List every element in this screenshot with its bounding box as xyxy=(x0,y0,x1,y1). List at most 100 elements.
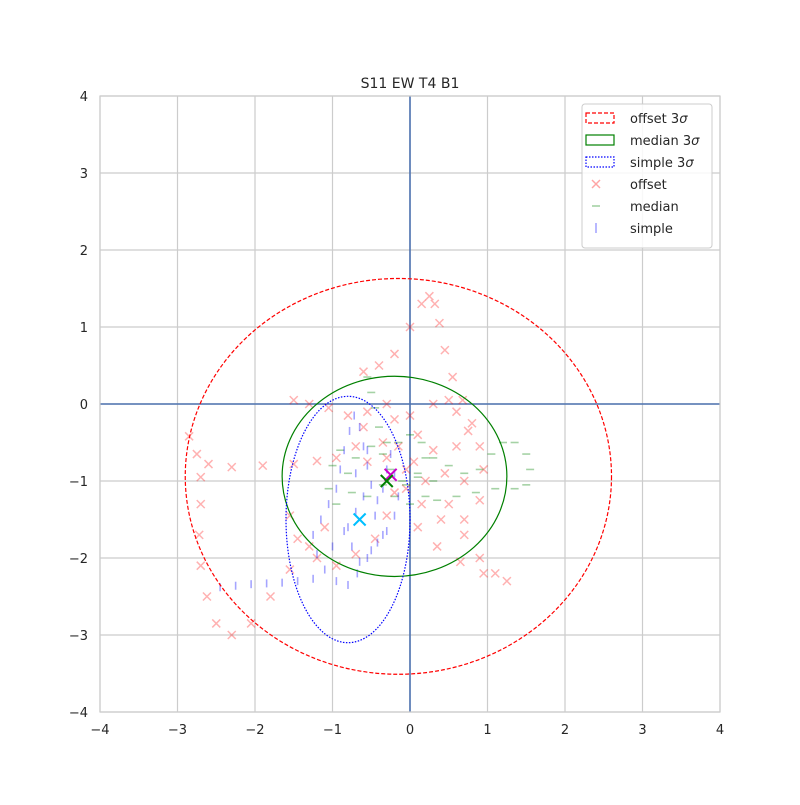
offset-point-stroke xyxy=(479,464,489,474)
offset-point-stroke xyxy=(417,299,427,309)
offset-point-stroke xyxy=(382,453,392,463)
offset-point-stroke xyxy=(432,541,442,551)
offset-point-stroke xyxy=(358,367,369,377)
offset-point-stroke xyxy=(378,437,388,448)
offset-point xyxy=(405,411,415,421)
offset-point xyxy=(358,422,369,432)
y-tick-label: 2 xyxy=(80,244,88,259)
offset-point-stroke xyxy=(479,464,489,474)
x-tick-label: 1 xyxy=(483,723,491,738)
offset-point-stroke xyxy=(444,395,454,405)
offset-point xyxy=(351,441,361,451)
offset-point-stroke xyxy=(458,395,468,405)
x-tick-label: 4 xyxy=(716,723,724,738)
tick-labels: −4 −3 −2 −1 0 1 2 3 4 −4 −3 −2 −1 0 1 2 3 4 xyxy=(69,90,724,738)
ellipse-simple xyxy=(285,395,411,644)
offset-point xyxy=(285,565,295,575)
offset-point-stroke xyxy=(343,411,353,421)
offset-point-stroke xyxy=(444,395,454,405)
offset-point-stroke xyxy=(362,457,372,467)
offset-point-stroke xyxy=(382,453,392,463)
y-tick-label: −4 xyxy=(69,706,88,721)
offset-point-stroke xyxy=(389,488,400,498)
offset-point-stroke xyxy=(463,426,473,436)
offset-point xyxy=(227,462,237,472)
offset-point-stroke xyxy=(401,484,411,494)
offset-point-stroke xyxy=(211,618,221,628)
offset-point-stroke xyxy=(324,403,334,413)
offset-point-stroke xyxy=(420,476,431,486)
offset-point-stroke xyxy=(451,407,462,417)
offset-point-stroke xyxy=(331,453,341,463)
offset-point-stroke xyxy=(440,468,450,478)
y-tick-label: 0 xyxy=(80,398,88,413)
offset-point-stroke xyxy=(490,568,500,578)
offset-point-stroke xyxy=(382,511,392,521)
offset-point-stroke xyxy=(467,418,477,428)
offset-point-stroke xyxy=(459,530,469,540)
offset-point-stroke xyxy=(196,561,206,571)
offset-point-stroke xyxy=(358,422,369,432)
legend-patch xyxy=(585,156,615,168)
offset-point xyxy=(451,407,462,417)
legend-label: simple 3σ xyxy=(630,156,694,171)
offset-point-stroke xyxy=(428,445,438,455)
offset-point-stroke xyxy=(420,476,431,486)
offset-point-stroke xyxy=(382,399,392,409)
y-tick-label: −3 xyxy=(69,629,88,644)
offset-point xyxy=(196,499,206,509)
legend-label: offset xyxy=(630,178,667,193)
offset-point xyxy=(459,514,469,525)
offset-point xyxy=(405,322,415,332)
y-tick-label: 4 xyxy=(80,90,88,105)
offset-point xyxy=(463,426,473,436)
offset-point xyxy=(417,299,427,309)
offset-point-stroke xyxy=(312,553,322,563)
offset-point-stroke xyxy=(196,472,206,482)
offset-point-stroke xyxy=(378,437,388,448)
offset-point-stroke xyxy=(413,430,423,440)
offset-point-stroke xyxy=(475,441,485,451)
offset-point-stroke xyxy=(459,514,469,525)
offset-point-stroke xyxy=(265,591,276,602)
legend-patch xyxy=(585,134,615,146)
offset-point-stroke xyxy=(463,426,473,436)
offset-point-stroke xyxy=(405,411,415,421)
offset-point-stroke xyxy=(289,459,299,469)
offset-point-stroke xyxy=(285,565,295,575)
offset-point-stroke xyxy=(475,553,485,563)
offset-point-stroke xyxy=(312,456,322,466)
offset-point-stroke xyxy=(458,395,468,405)
offset-point-stroke xyxy=(389,349,400,359)
offset-point xyxy=(451,441,462,451)
offset-point xyxy=(389,414,400,424)
offset-point xyxy=(203,459,214,469)
offset-point-stroke xyxy=(417,299,427,309)
offset-point xyxy=(289,459,299,469)
center-marker xyxy=(352,512,367,527)
offset-point xyxy=(194,530,204,540)
offset-point-stroke xyxy=(448,372,458,382)
legend-label: median xyxy=(630,200,679,215)
legend-sigma: σ xyxy=(685,156,694,171)
offset-point-stroke xyxy=(320,522,330,532)
center-marker-stroke xyxy=(380,474,394,488)
zero-axis-lines xyxy=(100,96,720,712)
offset-point-stroke xyxy=(428,445,438,455)
offset-point-stroke xyxy=(351,441,361,451)
offset-point-stroke xyxy=(455,557,465,567)
offset-point-stroke xyxy=(436,514,446,525)
offset-point xyxy=(304,399,314,409)
offset-point xyxy=(265,591,276,602)
offset-point-stroke xyxy=(289,459,299,469)
offset-point-stroke xyxy=(227,462,237,472)
offset-point-stroke xyxy=(405,322,415,332)
offset-point xyxy=(428,445,438,455)
offset-point-stroke xyxy=(351,549,361,559)
offset-point xyxy=(202,591,212,602)
offset-point xyxy=(211,618,221,628)
offset-point-stroke xyxy=(451,441,462,451)
offset-point-stroke xyxy=(382,511,392,521)
offset-point-stroke xyxy=(475,495,485,505)
